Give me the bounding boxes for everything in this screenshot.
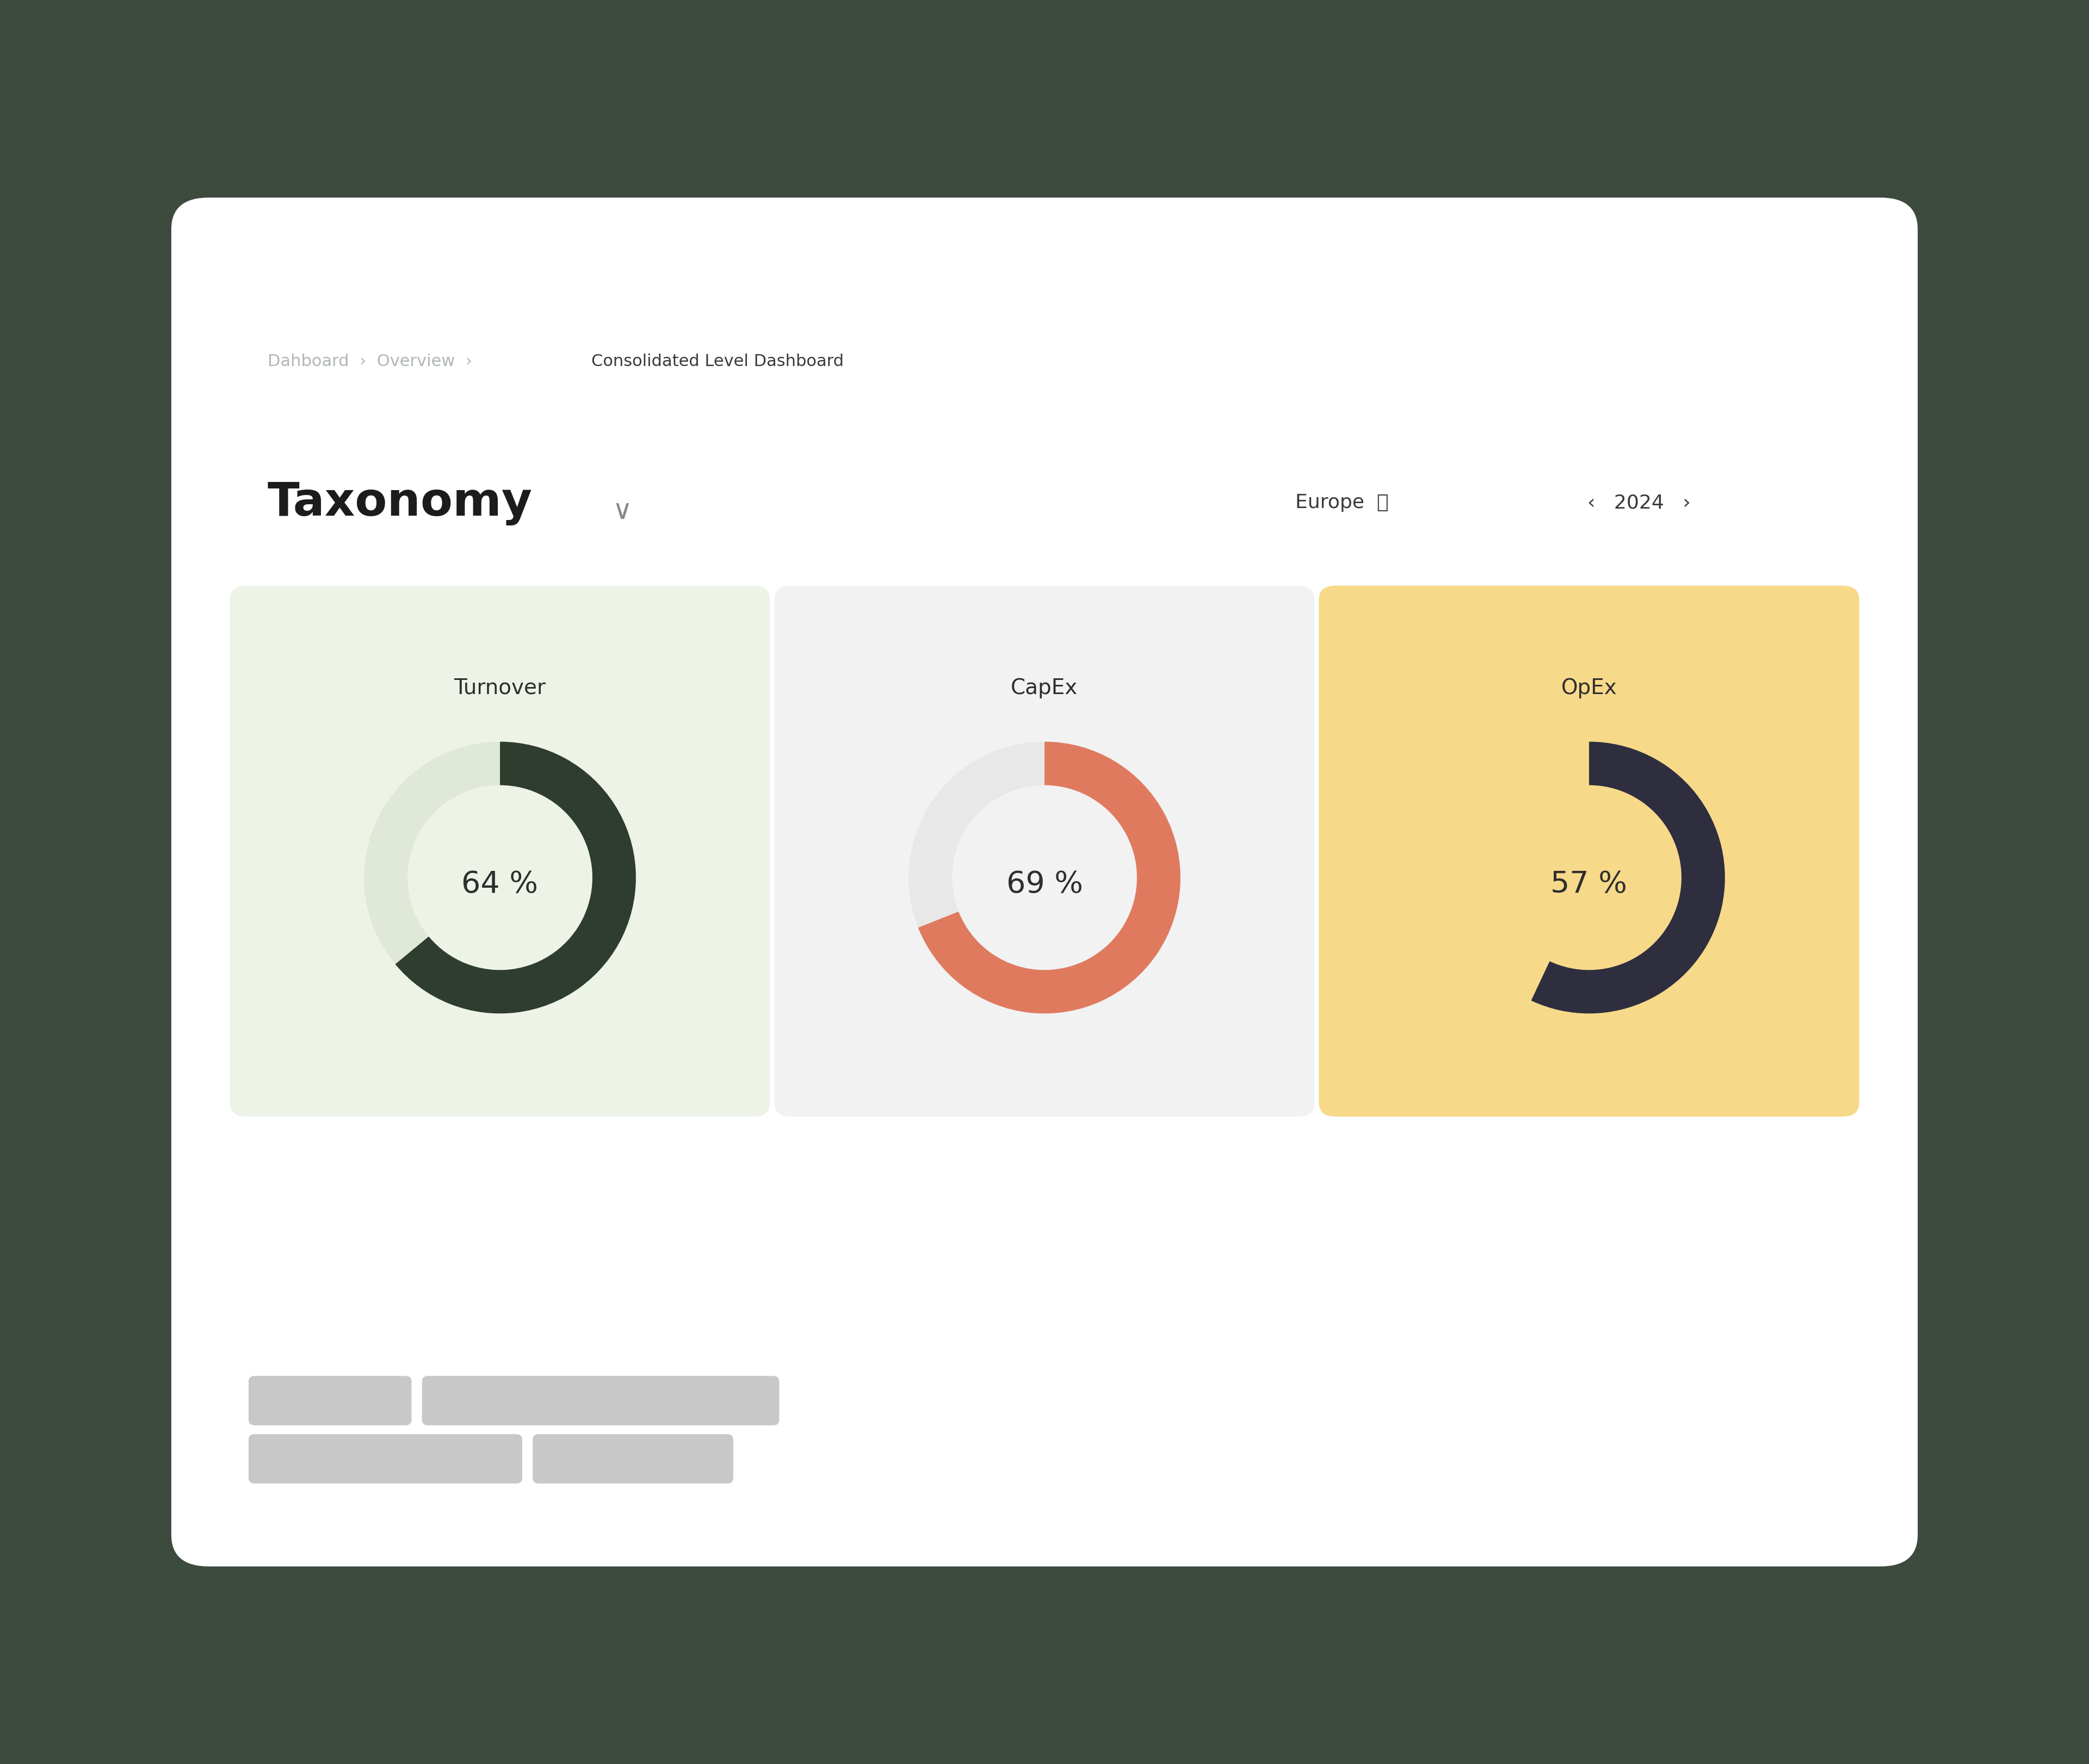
Wedge shape [363, 741, 635, 1014]
Text: ∨: ∨ [612, 499, 633, 524]
Text: Taxonomy: Taxonomy [267, 480, 533, 526]
FancyBboxPatch shape [1318, 586, 1859, 1117]
Text: Europe  ⥤: Europe ⥤ [1295, 494, 1389, 512]
Text: OpEx: OpEx [1560, 677, 1617, 699]
FancyBboxPatch shape [533, 1434, 733, 1484]
Text: 64 %: 64 % [462, 870, 539, 900]
FancyBboxPatch shape [422, 1376, 779, 1425]
Wedge shape [909, 741, 1180, 1014]
FancyBboxPatch shape [230, 586, 771, 1117]
Wedge shape [919, 741, 1180, 1014]
Wedge shape [395, 741, 635, 1014]
Wedge shape [1454, 741, 1726, 1014]
Text: CapEx: CapEx [1011, 677, 1078, 699]
Text: Dahboard  ›  Overview  ›: Dahboard › Overview › [267, 355, 483, 369]
FancyBboxPatch shape [249, 1376, 412, 1425]
Text: Consolidated Level Dashboard: Consolidated Level Dashboard [591, 355, 844, 369]
Text: 57 %: 57 % [1550, 870, 1627, 900]
Text: ‹   2024   ›: ‹ 2024 › [1588, 494, 1690, 512]
Wedge shape [1531, 741, 1726, 1014]
FancyBboxPatch shape [249, 1434, 522, 1484]
Text: Turnover: Turnover [453, 677, 545, 699]
FancyBboxPatch shape [171, 198, 1918, 1566]
Text: 69 %: 69 % [1007, 870, 1082, 900]
FancyBboxPatch shape [775, 586, 1314, 1117]
